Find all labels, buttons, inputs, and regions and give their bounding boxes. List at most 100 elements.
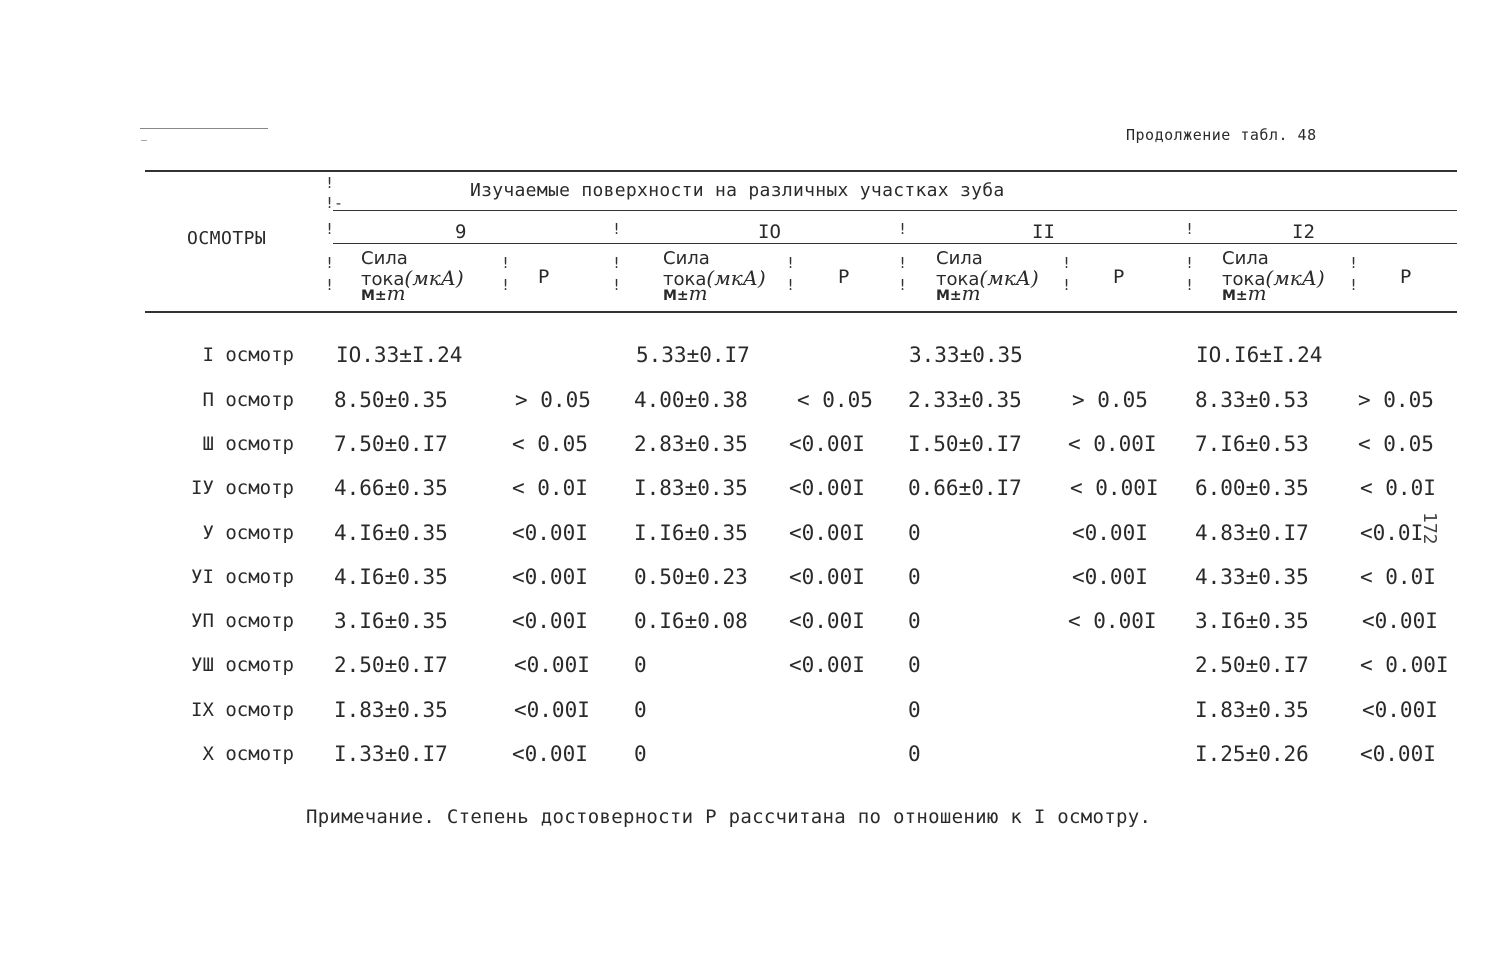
p-cell-12: <0.00I — [1362, 698, 1438, 722]
separator-mark: ! — [501, 276, 511, 294]
p-cell-12: < 0.05 — [1358, 432, 1434, 456]
p-cell-11: > 0.05 — [1072, 388, 1148, 412]
col-head-line3: M±m — [1222, 283, 1267, 303]
table-row: УI осмотр 4.I6±0.35 <0.00I 0.50±0.23 <0.… — [0, 563, 1489, 603]
col-head-line2: тока(мкА) — [361, 266, 464, 290]
col-head-line1: Сила — [361, 248, 408, 269]
separator-mark: ! — [325, 254, 335, 272]
value-cell-10: 0 — [634, 742, 647, 766]
p-cell-11: < 0.00I — [1068, 432, 1157, 456]
p-cell-10: <0.00I — [789, 521, 865, 545]
separator-mark: ! — [1062, 276, 1072, 294]
p-cell-12: <0.00I — [1362, 609, 1438, 633]
row-label: П осмотр — [202, 389, 294, 411]
p-cell-10: <0.00I — [789, 476, 865, 500]
row-label: Ш осмотр — [202, 433, 294, 455]
p-cell-9: <0.00I — [512, 521, 588, 545]
col-head-line2: тока(мкА) — [936, 266, 1039, 290]
current-col-head-11: Сила тока(мкА) M±m — [936, 250, 1086, 305]
p-cell-12: < 0.00I — [1360, 653, 1449, 677]
col-head-line3: M±m — [663, 283, 708, 303]
separator-mark: !- — [325, 194, 344, 212]
separator-mark: ! — [1349, 276, 1359, 294]
col-head-mean: M± — [936, 288, 962, 304]
separator-mark: ! — [786, 276, 796, 294]
value-cell-9: I.83±0.35 — [334, 698, 448, 722]
separator-mark: ! — [1185, 254, 1195, 272]
value-cell-10: 0.50±0.23 — [634, 565, 748, 589]
table-row: УШ осмотр 2.50±0.I7 <0.00I 0 <0.00I 0 2.… — [0, 651, 1489, 691]
value-cell-11: 0 — [908, 698, 921, 722]
p-cell-9: <0.00I — [512, 742, 588, 766]
p-col-head-12: P — [1400, 266, 1412, 288]
value-cell-9: 3.I6±0.35 — [334, 609, 448, 633]
col-head-mean: M± — [361, 288, 387, 304]
value-cell-12: I.83±0.35 — [1195, 698, 1309, 722]
separator-mark: ! — [1185, 276, 1195, 294]
value-cell-9: 4.66±0.35 — [334, 476, 448, 500]
value-cell-11: 3.33±0.35 — [909, 343, 1023, 367]
value-cell-11: 0 — [908, 565, 921, 589]
col-head-m-symbol: m — [386, 281, 406, 305]
separator-mark: ! — [325, 174, 335, 192]
value-cell-10: I.83±0.35 — [634, 476, 748, 500]
value-cell-12: 4.33±0.35 — [1195, 565, 1309, 589]
p-col-head-9: P — [538, 266, 550, 288]
p-cell-9: <0.00I — [512, 565, 588, 589]
p-cell-12: <0.0I — [1360, 521, 1424, 545]
table-top-rule — [145, 170, 1457, 172]
table-row: Ш осмотр 7.50±0.I7 < 0.05 2.83±0.35 <0.0… — [0, 430, 1489, 470]
tooth-number-11: II — [1032, 221, 1055, 243]
row-label: УШ осмотр — [191, 654, 294, 676]
p-cell-9: <0.00I — [514, 698, 590, 722]
col-head-unit: (мкА) — [979, 266, 1039, 290]
separator-mark: ! — [786, 254, 796, 272]
table-row: П осмотр 8.50±0.35 > 0.05 4.00±0.38 < 0.… — [0, 386, 1489, 426]
value-cell-10: 4.00±0.38 — [634, 388, 748, 412]
separator-mark: ! — [325, 276, 335, 294]
top-dash — [141, 140, 147, 141]
value-cell-12: 4.83±0.I7 — [1195, 521, 1309, 545]
value-cell-10: 0 — [634, 653, 647, 677]
p-cell-11: < 0.00I — [1068, 609, 1157, 633]
separator-mark: ! — [612, 254, 622, 272]
value-cell-9: 4.I6±0.35 — [334, 565, 448, 589]
p-cell-12: <0.00I — [1360, 742, 1436, 766]
value-cell-10: 0 — [634, 698, 647, 722]
p-cell-9: < 0.05 — [512, 432, 588, 456]
row-header-label: ОСМОТРЫ — [187, 228, 267, 249]
separator-mark: ! — [501, 254, 511, 272]
table-row: X осмотр I.33±0.I7 <0.00I 0 0 I.25±0.26 … — [0, 740, 1489, 780]
p-cell-9: <0.00I — [512, 609, 588, 633]
col-head-line1: Сила — [936, 248, 983, 269]
col-head-tok: тока — [361, 269, 405, 290]
value-cell-11: 0 — [908, 521, 921, 545]
top-rule — [140, 128, 268, 129]
group-title: Изучаемые поверхности на различных участ… — [470, 180, 1005, 201]
col-head-unit: (мкА) — [404, 266, 464, 290]
col-head-tok: тока — [936, 269, 980, 290]
value-cell-12: 6.00±0.35 — [1195, 476, 1309, 500]
col-head-m-symbol: m — [961, 281, 981, 305]
row-label: УП осмотр — [191, 610, 294, 632]
p-cell-11: <0.00I — [1072, 521, 1148, 545]
value-cell-11: 0 — [908, 742, 921, 766]
value-cell-9: I.33±0.I7 — [334, 742, 448, 766]
separator-mark: ! — [612, 276, 622, 294]
tooth-number-9: 9 — [455, 221, 467, 243]
group-title-rule — [333, 210, 1457, 211]
p-col-head-10: P — [838, 266, 850, 288]
value-cell-12: 8.33±0.53 — [1195, 388, 1309, 412]
page-number: 172 — [1419, 512, 1440, 545]
table-footnote: Примечание. Степень достоверности P расс… — [306, 806, 1152, 828]
row-label: X осмотр — [202, 743, 294, 765]
col-head-unit: (мкА) — [706, 266, 766, 290]
value-cell-11: 0.66±0.I7 — [908, 476, 1022, 500]
col-head-line1: Сила — [663, 248, 710, 269]
col-head-line1: Сила — [1222, 248, 1269, 269]
p-cell-9: < 0.0I — [512, 476, 588, 500]
p-cell-10: < 0.05 — [797, 388, 873, 412]
value-cell-12: 3.I6±0.35 — [1195, 609, 1309, 633]
p-cell-11: <0.00I — [1072, 565, 1148, 589]
value-cell-10: I.I6±0.35 — [634, 521, 748, 545]
